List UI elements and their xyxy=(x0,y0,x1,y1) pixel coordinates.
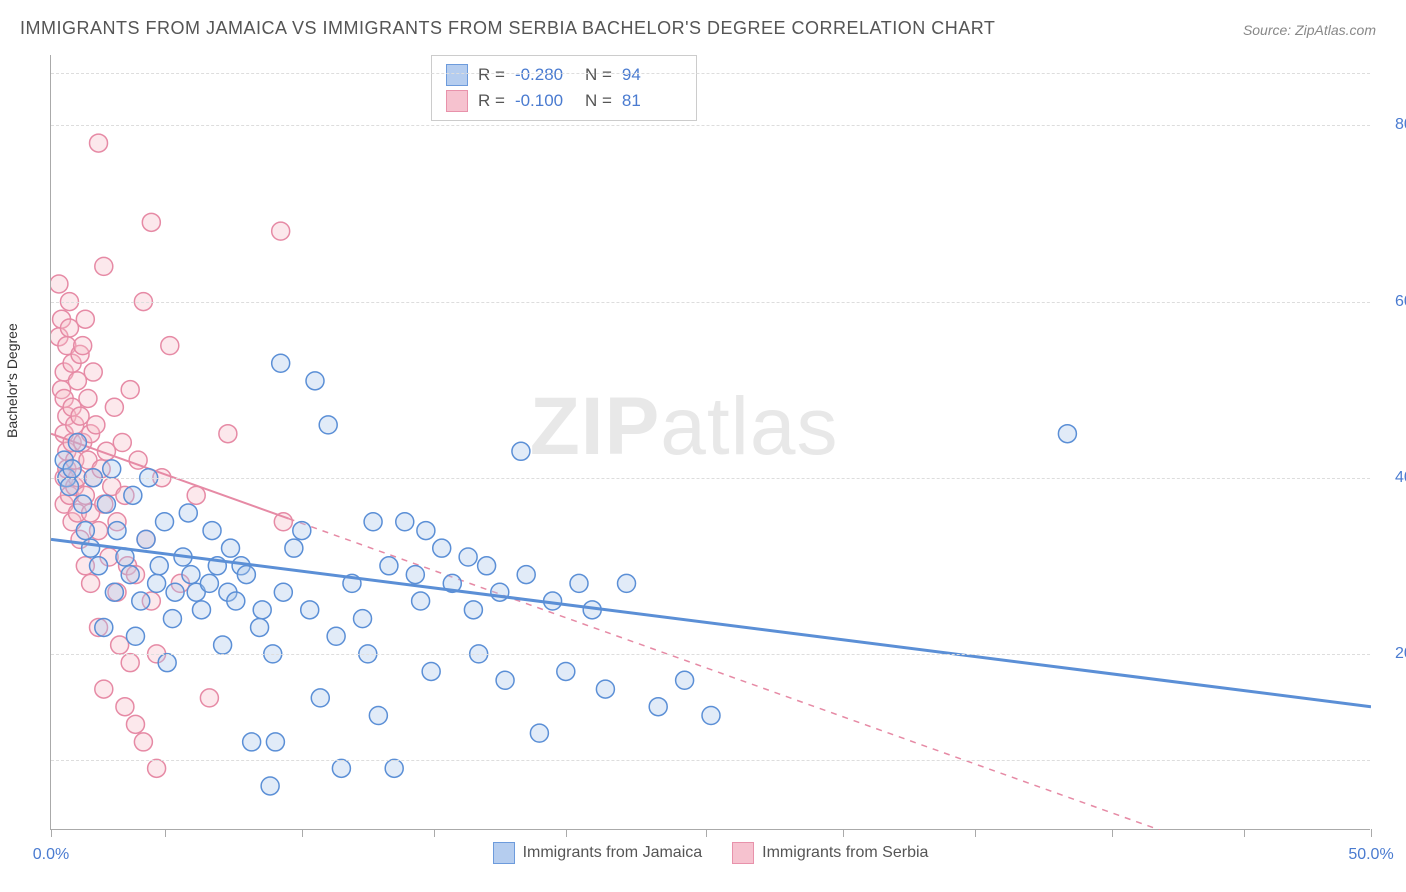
legend-item-jamaica: Immigrants from Jamaica xyxy=(493,842,703,864)
ytick-label: 60.0% xyxy=(1380,293,1406,311)
bottom-legend: Immigrants from Jamaica Immigrants from … xyxy=(51,842,1370,864)
swatch-jamaica-btm xyxy=(493,842,515,864)
xtick xyxy=(1112,829,1113,837)
ytick-label: 80.0% xyxy=(1380,116,1406,134)
swatch-serbia-btm xyxy=(732,842,754,864)
xtick-label: 50.0% xyxy=(1348,846,1393,864)
stats-row-serbia: R = -0.100 N = 81 xyxy=(446,88,682,114)
ytick-label: 40.0% xyxy=(1380,469,1406,487)
legend-item-serbia: Immigrants from Serbia xyxy=(732,842,928,864)
gridline xyxy=(51,73,1370,74)
source-label: Source: ZipAtlas.com xyxy=(1243,22,1376,38)
xtick xyxy=(434,829,435,837)
scatter-svg xyxy=(51,55,1371,830)
gridline xyxy=(51,125,1370,126)
chart-title: IMMIGRANTS FROM JAMAICA VS IMMIGRANTS FR… xyxy=(20,18,995,39)
stats-row-jamaica: R = -0.280 N = 94 xyxy=(446,62,682,88)
chart-plot-area: ZIPatlas R = -0.280 N = 94 R = -0.100 N … xyxy=(50,55,1370,830)
xtick xyxy=(975,829,976,837)
gridline xyxy=(51,478,1370,479)
xtick xyxy=(1371,829,1372,837)
xtick xyxy=(302,829,303,837)
xtick xyxy=(1244,829,1245,837)
xtick xyxy=(706,829,707,837)
gridline xyxy=(51,302,1370,303)
xtick xyxy=(843,829,844,837)
y-axis-label: Bachelor's Degree xyxy=(4,323,20,438)
gridline xyxy=(51,760,1370,761)
swatch-jamaica xyxy=(446,64,468,86)
ytick-label: 20.0% xyxy=(1380,645,1406,663)
stats-legend-box: R = -0.280 N = 94 R = -0.100 N = 81 xyxy=(431,55,697,121)
swatch-serbia xyxy=(446,90,468,112)
xtick xyxy=(566,829,567,837)
xtick-label: 0.0% xyxy=(33,846,69,864)
xtick xyxy=(51,829,52,837)
xtick xyxy=(165,829,166,837)
gridline xyxy=(51,654,1370,655)
